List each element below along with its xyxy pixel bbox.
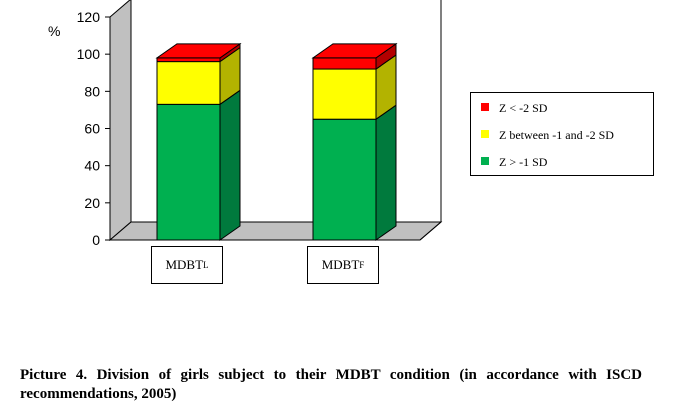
y-tick-label: 0	[92, 232, 100, 248]
category-label-sub: F	[359, 260, 365, 270]
legend-swatch-yellow	[481, 130, 489, 138]
category-label-main: MDBT	[321, 257, 360, 272]
legend: Z < -2 SD Z between -1 and -2 SD Z > -1 …	[470, 92, 654, 176]
y-tick-label: 60	[84, 121, 100, 137]
bar-segment-front	[156, 57, 221, 63]
legend-label: Z > -1 SD	[499, 155, 548, 169]
bar-top	[311, 43, 398, 59]
y-tick-label: 100	[77, 46, 101, 62]
bar-segment-front	[312, 57, 377, 70]
category-label-mdbt-f: MDBT F	[307, 246, 379, 284]
bar-segment-front	[312, 118, 377, 241]
y-tick-label: 80	[84, 83, 100, 99]
bar-segment-side	[219, 89, 241, 241]
category-label-sub: L	[203, 260, 209, 270]
bar-stacks	[155, 42, 398, 241]
y-axis-label: %	[48, 23, 60, 39]
category-label-mdbt-l: MDBT L	[151, 246, 223, 284]
bar-segment-front	[312, 68, 377, 120]
y-tick-label: 20	[84, 195, 100, 211]
legend-swatch-green	[481, 157, 489, 165]
legend-label: Z < -2 SD	[499, 101, 548, 115]
legend-swatch-red	[481, 103, 489, 111]
figure-caption: Picture 4. Division of girls subject to …	[20, 367, 642, 402]
x-axis-depth	[419, 221, 442, 241]
bar-segment-front	[156, 61, 221, 105]
bar-segment-front	[156, 103, 221, 241]
bar-segment-side	[375, 104, 397, 241]
legend-label: Z between -1 and -2 SD	[499, 128, 614, 142]
bar-top	[155, 43, 242, 59]
side-wall	[109, 0, 132, 242]
y-tick-label: 40	[84, 158, 100, 174]
category-label-main: MDBT	[165, 257, 204, 272]
y-tick-label: 120	[77, 9, 101, 25]
